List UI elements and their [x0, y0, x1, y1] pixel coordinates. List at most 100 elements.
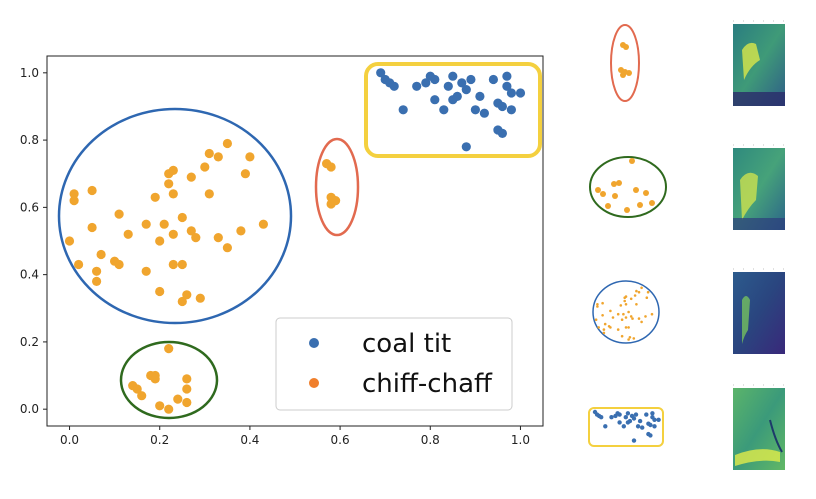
point-chiff-chaff: [195, 293, 205, 303]
point-chiff-chaff: [92, 276, 102, 286]
point-chiff-chaff: [69, 189, 79, 199]
thumbnail-point: [628, 336, 632, 339]
point-chiff-chaff: [141, 219, 151, 229]
point-coal-tit: [398, 105, 408, 115]
spectrogram-panel-1: [733, 20, 785, 106]
point-coal-tit: [452, 91, 462, 101]
point-chiff-chaff: [155, 286, 165, 297]
thumbnail-point: [621, 424, 626, 429]
thumbnail-point: [605, 203, 611, 209]
thumbnail-point: [596, 303, 599, 306]
spectrogram-thumbnails: [733, 20, 785, 470]
thumbnail-point: [603, 424, 608, 429]
plot-frame: [46, 55, 544, 427]
thumbnail-point: [633, 412, 639, 417]
point-chiff-chaff: [182, 374, 192, 384]
spectrogram-feature: [735, 449, 780, 466]
point-chiff-chaff: [258, 219, 268, 229]
thumbnail-point: [624, 303, 628, 306]
point-chiff-chaff: [204, 148, 214, 159]
spectrogram-feature: [733, 92, 785, 106]
thumbnail-point: [623, 299, 626, 303]
thumbnail-point: [612, 193, 618, 199]
point-chiff-chaff: [87, 222, 97, 233]
thumbnail-point: [627, 338, 630, 341]
thumbnail-point: [652, 417, 657, 422]
thumbnail-point: [617, 412, 622, 417]
thumbnail-point: [625, 411, 631, 416]
thumbnail-blue-cluster: [592, 280, 660, 344]
point-coal-tit: [502, 81, 512, 91]
green-cluster-ring: [119, 340, 219, 420]
thumbnail-point: [645, 296, 649, 300]
thumbnail-point: [635, 424, 641, 429]
point-chiff-chaff: [155, 236, 165, 246]
x-tick-label: 0.6: [331, 433, 350, 447]
thumbnail-point: [619, 304, 623, 307]
point-coal-tit: [448, 71, 458, 81]
thumbnail-yellow-cluster: [588, 407, 664, 447]
thumbnail-point: [644, 315, 647, 318]
yellow-cluster-box: [364, 62, 542, 158]
point-chiff-chaff: [150, 374, 160, 384]
point-chiff-chaff: [155, 401, 165, 411]
x-tick-label: 0.0: [60, 433, 79, 447]
point-chiff-chaff: [326, 162, 336, 172]
point-chiff-chaff: [177, 259, 187, 270]
point-chiff-chaff: [164, 179, 174, 189]
thumbnail-point: [640, 286, 643, 290]
point-coal-tit: [461, 85, 471, 95]
point-coal-tit: [506, 88, 516, 98]
point-chiff-chaff: [204, 189, 214, 199]
point-chiff-chaff: [92, 266, 102, 276]
point-chiff-chaff: [132, 384, 142, 394]
thumbnail-point: [620, 72, 626, 78]
thumbnail-point: [652, 424, 657, 429]
point-chiff-chaff: [182, 397, 192, 408]
thumbnail-point: [626, 70, 632, 76]
point-chiff-chaff: [236, 226, 246, 236]
thumbnail-point: [616, 180, 622, 186]
point-coal-tit: [389, 81, 399, 91]
thumbnail-point: [633, 187, 639, 193]
thumbnail-point: [600, 191, 606, 197]
point-coal-tit: [461, 142, 471, 152]
point-chiff-chaff: [213, 233, 223, 243]
point-chiff-chaff: [141, 266, 151, 276]
thumbnail-point: [622, 312, 625, 316]
thumbnail-point: [594, 318, 598, 322]
point-chiff-chaff: [222, 138, 232, 149]
thumbnail-point: [650, 411, 655, 416]
legend: coal tit chiff-chaff: [275, 317, 513, 411]
thumbnail-point: [637, 290, 641, 294]
thumbnail-point: [640, 320, 643, 324]
spectrogram-feature: [740, 172, 758, 220]
thumbnail-point: [603, 322, 607, 326]
x-tick-label: 1.0: [511, 433, 530, 447]
thumbnail-point: [633, 294, 637, 297]
spectrogram-feature: [733, 218, 785, 230]
point-chiff-chaff: [213, 152, 223, 162]
x-axis: 0.0 0.2 0.4 0.6 0.8 1.0: [60, 426, 530, 447]
point-chiff-chaff: [186, 226, 196, 236]
thumbnail-point: [635, 289, 638, 293]
thumbnail-point: [627, 326, 630, 329]
main-scatter-plot: 0.0 0.2 0.4 0.6 0.8 1.0 0.0 0.2 0.4 0.6 0.8 1.0 co…: [20, 55, 544, 447]
point-chiff-chaff: [173, 394, 183, 404]
thumbnail-point: [646, 290, 650, 294]
thumbnail-green-ring: [589, 156, 667, 218]
thumbnail-point: [643, 190, 649, 196]
thumbnail-point: [609, 309, 612, 313]
thumbnail-point: [624, 295, 628, 298]
x-tick-label: 0.2: [150, 433, 169, 447]
thumbnail-point: [611, 316, 615, 319]
dark-blue-spectrogram: [733, 272, 785, 354]
thumbnail-point: [648, 433, 653, 438]
thumbnail-point: [616, 328, 620, 331]
point-chiff-chaff: [87, 185, 97, 196]
point-chiff-chaff: [200, 162, 210, 172]
thumbnail-point: [635, 303, 638, 306]
point-coal-tit: [475, 91, 485, 101]
y-tick-label: 1.0: [20, 66, 39, 80]
